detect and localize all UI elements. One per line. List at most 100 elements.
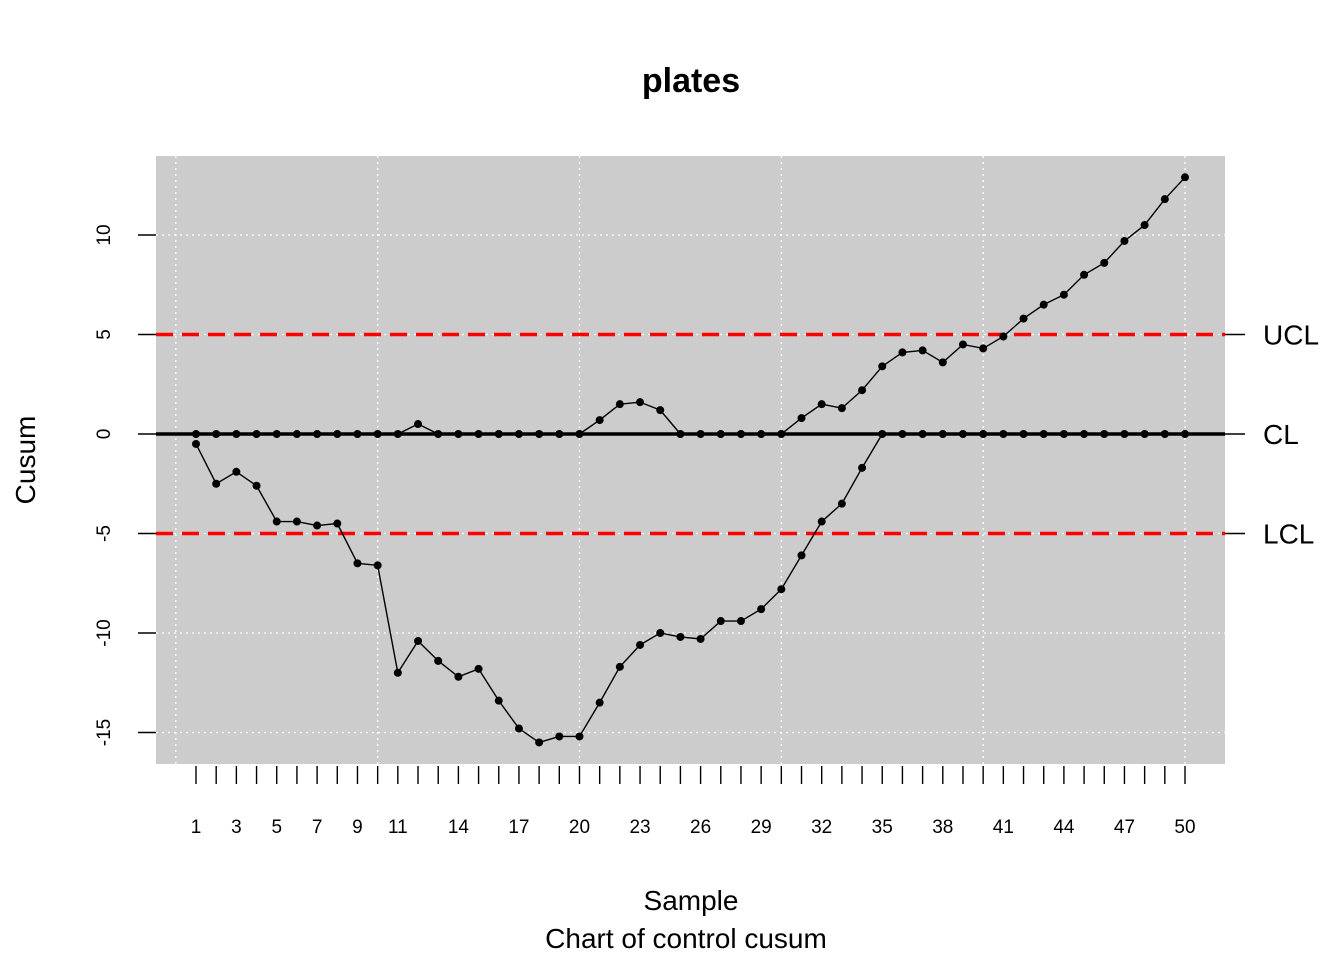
x-tick-label: 47 — [1114, 817, 1135, 838]
series-2-point — [696, 634, 705, 643]
x-tick-label: 14 — [448, 817, 470, 838]
series-1-point — [232, 430, 241, 438]
x-axis-title: Sample — [644, 885, 739, 916]
series-1-point — [1059, 290, 1068, 299]
control-limit-lines: UCL CL LCL — [156, 320, 1319, 550]
x-tick-label: 11 — [388, 817, 408, 838]
chart-title: plates — [642, 62, 740, 100]
series-1-point — [757, 430, 766, 438]
x-tick-label: 35 — [872, 817, 893, 838]
series-1-point — [535, 430, 544, 438]
series-1-point — [958, 340, 967, 349]
series-2-point — [494, 696, 503, 705]
series-2-point — [373, 561, 382, 570]
series-1-point — [1100, 258, 1109, 267]
series-2-point — [1100, 430, 1109, 438]
series-1-point — [898, 348, 907, 357]
series-2-point — [676, 632, 685, 641]
series-1-point — [333, 430, 342, 438]
series-1-point — [615, 400, 624, 409]
series-1-point — [636, 398, 645, 407]
series-1-point — [434, 430, 443, 438]
series-2-point — [474, 664, 483, 673]
series-1-point — [979, 344, 988, 353]
y-tick-label: 0 — [94, 429, 115, 440]
series-1-point — [595, 416, 604, 425]
series-2-point — [232, 467, 241, 476]
series-2-point — [878, 430, 887, 438]
x-tick-label: 3 — [231, 817, 242, 838]
series-2-point — [1181, 430, 1189, 438]
series-1-point — [1140, 221, 1149, 230]
series-1-point — [414, 420, 423, 429]
cl-label: CL — [1263, 419, 1299, 450]
y-tick-label: 5 — [94, 329, 115, 340]
series-1-point — [676, 430, 685, 438]
series-2-point — [272, 517, 281, 526]
series-1-point — [878, 362, 887, 371]
series-2-point — [514, 724, 523, 733]
series-2-point — [535, 738, 544, 747]
series-2-point — [716, 617, 725, 626]
y-axis: -15 -10 -5 0 5 10 — [94, 224, 156, 746]
series-2-point — [817, 517, 826, 526]
series-2-point — [313, 521, 322, 530]
plot-background — [156, 156, 1225, 764]
series-2-point — [615, 662, 624, 671]
series-1-point — [454, 430, 463, 438]
series-2-point — [434, 656, 443, 665]
series-2-point — [938, 430, 947, 438]
series-2-point — [1120, 430, 1129, 438]
series-2-point — [575, 732, 584, 741]
series-2-point — [252, 481, 261, 490]
series-1-point — [393, 430, 402, 438]
x-tick-label: 32 — [811, 817, 832, 838]
series-2-point — [1080, 430, 1089, 438]
series-1-point — [1160, 195, 1169, 204]
series-1-point — [777, 430, 786, 438]
series-1-point — [837, 404, 846, 413]
series-2-point — [736, 617, 745, 626]
series-2-point — [777, 585, 786, 594]
x-tick-label: 29 — [751, 817, 772, 838]
cusum-series — [192, 173, 1189, 747]
series-2-point — [292, 517, 301, 526]
series-2-point — [414, 636, 423, 645]
series-1-point — [212, 430, 221, 438]
series-1-point — [656, 406, 665, 415]
x-axis: 1 3 5 7 9 11 14 17 20 23 26 29 32 35 38 41 44 47 50 — [191, 766, 1196, 838]
series-1-point — [575, 430, 584, 438]
series-1-point — [514, 430, 523, 438]
series-2-point — [636, 640, 645, 649]
x-tick-label: 38 — [932, 817, 953, 838]
series-1-point — [494, 430, 503, 438]
series-1-point — [716, 430, 725, 438]
x-tick-label: 9 — [352, 817, 363, 838]
x-tick-label: 23 — [629, 817, 650, 838]
series-2-point — [353, 559, 362, 568]
series-1-point — [1039, 300, 1048, 309]
x-tick-label: 50 — [1174, 817, 1195, 838]
series-2-point — [918, 430, 927, 438]
series-2-point — [1059, 430, 1068, 438]
y-tick-label: -10 — [94, 619, 115, 646]
series-1-point — [797, 414, 806, 423]
series-2-point — [1019, 430, 1028, 438]
x-tick-label: 26 — [690, 817, 711, 838]
chart-subtitle: Chart of control cusum — [545, 923, 827, 954]
series-1-point — [292, 430, 301, 438]
series-1-point — [555, 430, 564, 438]
series-1-point — [918, 346, 927, 355]
series-2-point — [333, 519, 342, 528]
series-1-point — [353, 430, 362, 438]
series-2-point — [393, 668, 402, 677]
x-tick-label: 7 — [312, 817, 323, 838]
series-2-point — [858, 463, 867, 472]
y-tick-label: -15 — [94, 719, 115, 746]
x-tick-label: 41 — [993, 817, 1014, 838]
series-1-point — [696, 430, 705, 438]
series-1-point — [474, 430, 483, 438]
series-2-point — [979, 430, 988, 438]
ucl-label: UCL — [1263, 320, 1319, 351]
